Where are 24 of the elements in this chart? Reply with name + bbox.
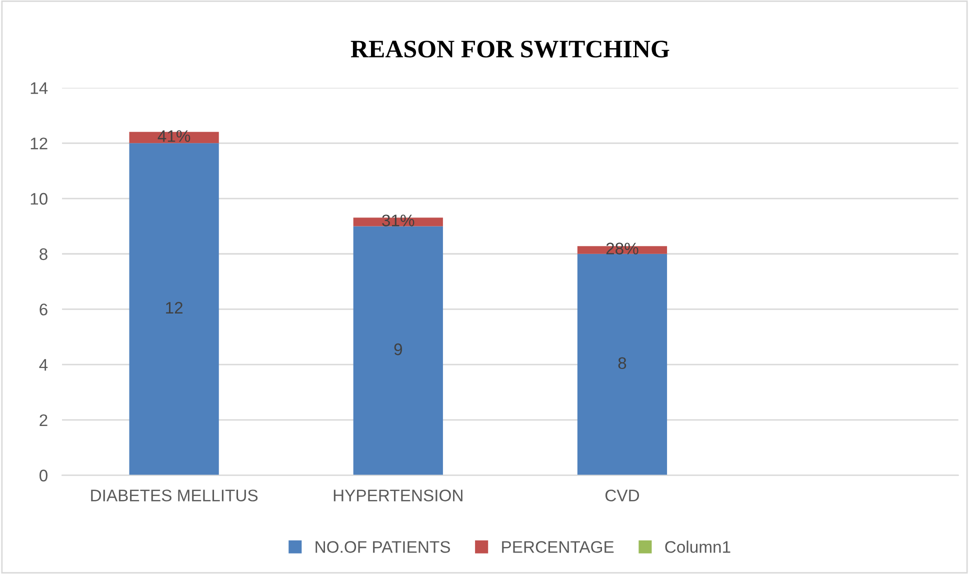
y-tick-label: 0 [40,470,48,482]
chart-title: REASON FOR SWITCHING [350,40,670,58]
data-label: 41% [158,130,190,142]
y-tick-label: 2 [40,414,48,426]
y-tick-label: 6 [40,304,48,316]
legend-label: Column1 [665,540,730,553]
y-tick-label: 12 [30,138,48,150]
bar [129,143,219,476]
bar [577,254,668,476]
legend-label: NO.OF PATIENTS [316,541,450,553]
x-tick-label: CVD [605,490,640,502]
y-tick-label: 8 [40,248,48,260]
legend-label: PERCENTAGE [502,541,614,553]
data-label: 12 [166,302,182,314]
y-tick-label: 10 [30,192,48,205]
x-tick-label: HYPERTENSION [334,490,462,502]
x-tick-label: DIABETES MELLITUS [91,490,258,502]
data-label: 8 [618,357,626,370]
data-label: 31% [382,214,414,226]
data-label: 9 [394,343,402,356]
data-label: 28% [606,242,638,254]
y-tick-label: 14 [30,82,48,94]
bar [353,226,443,476]
y-tick-label: 4 [39,359,48,371]
